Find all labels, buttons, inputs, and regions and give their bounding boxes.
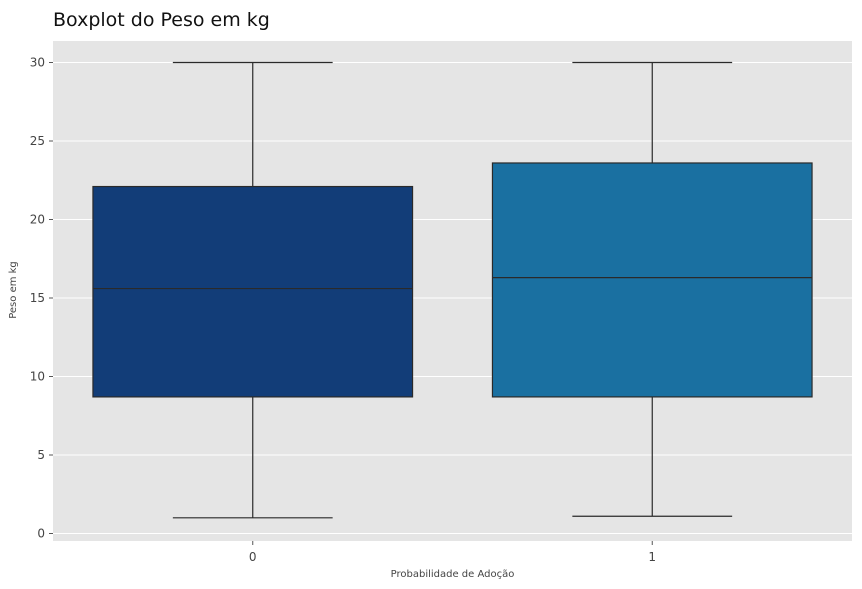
box-0 [92,61,414,519]
y-tick-label: 25 [30,134,45,148]
iqr-box [92,185,414,398]
iqr-box [491,162,813,398]
y-tick-label: 15 [30,291,45,305]
y-axis-ticks: 0 5 10 15 20 25 30 [30,56,53,541]
chart-title: Boxplot do Peso em kg [53,9,270,31]
box-1 [491,61,813,517]
y-tick-label: 20 [30,213,45,227]
x-tick-label: 1 [648,550,656,564]
y-tick-label: 0 [37,527,45,541]
y-tick-label: 10 [30,370,45,384]
y-axis-label: Peso em kg [8,261,19,319]
x-axis-label: Probabilidade de Adoção [391,569,515,580]
y-tick-label: 5 [37,448,45,462]
y-tick-label: 30 [30,56,45,70]
boxes-layer [92,61,813,519]
x-tick-label: 0 [249,550,257,564]
